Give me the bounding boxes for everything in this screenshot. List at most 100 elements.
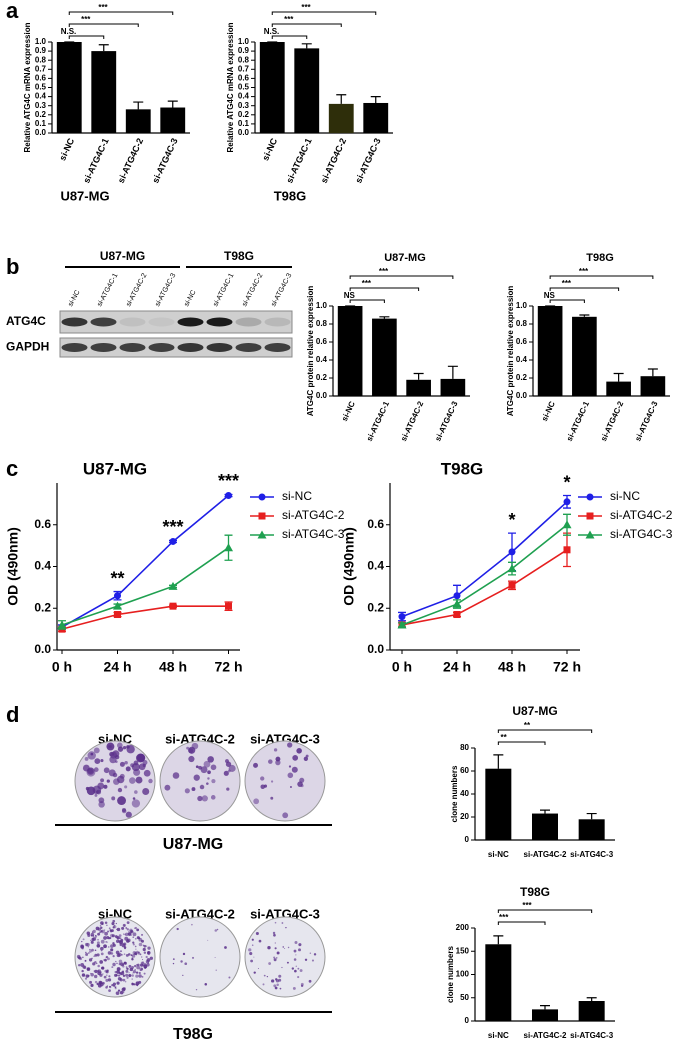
error-bar bbox=[447, 365, 458, 379]
colony bbox=[147, 951, 150, 954]
colony bbox=[311, 959, 315, 962]
colony bbox=[117, 989, 121, 992]
colony bbox=[82, 965, 86, 969]
colony bbox=[85, 974, 89, 978]
marker bbox=[113, 601, 122, 610]
blot-band bbox=[235, 317, 262, 327]
x-tick-label: si-ATG4C-1 bbox=[365, 399, 392, 442]
colony bbox=[132, 972, 134, 974]
colony bbox=[105, 940, 108, 943]
marker bbox=[508, 581, 516, 589]
colony bbox=[116, 936, 120, 940]
colony bbox=[100, 926, 103, 929]
colony bbox=[94, 980, 98, 984]
colony bbox=[275, 979, 280, 983]
colony bbox=[85, 952, 89, 956]
x-tick-label: si-ATG4C-3 bbox=[633, 399, 660, 442]
colony bbox=[119, 990, 124, 995]
y-tick-label: 0.6 bbox=[516, 337, 528, 346]
significance-label: ** bbox=[524, 721, 531, 730]
bar bbox=[259, 42, 285, 133]
y-tick-label: 0.8 bbox=[316, 319, 328, 328]
colony bbox=[115, 991, 120, 996]
colony bbox=[123, 953, 126, 955]
colony bbox=[135, 938, 137, 940]
colony bbox=[226, 787, 230, 791]
x-tick-label: si-NC bbox=[488, 850, 509, 859]
colony bbox=[105, 956, 107, 958]
bar bbox=[372, 318, 397, 396]
colony bbox=[97, 932, 101, 936]
colony bbox=[291, 766, 298, 773]
error-bar bbox=[301, 43, 312, 49]
colony bbox=[123, 933, 125, 935]
bar bbox=[485, 944, 512, 1021]
colony bbox=[105, 986, 108, 989]
colony bbox=[103, 959, 105, 961]
plate-label: si-ATG4C-3 bbox=[250, 906, 320, 921]
bar bbox=[578, 1001, 605, 1021]
y-tick-label: 0 bbox=[465, 1016, 470, 1025]
colony bbox=[133, 964, 137, 968]
y-tick-label: 1.0 bbox=[516, 301, 528, 310]
significance-bracket bbox=[349, 287, 420, 291]
colony bbox=[192, 956, 195, 959]
x-tick-label: si-NC bbox=[57, 136, 76, 162]
marker bbox=[257, 530, 267, 539]
colony bbox=[309, 952, 312, 955]
colony bbox=[195, 765, 199, 769]
colony bbox=[134, 927, 136, 929]
plate-cell-line: U87-MG bbox=[163, 836, 223, 853]
plate-label: si-ATG4C-2 bbox=[165, 906, 235, 921]
blot-cell-line: T98G bbox=[224, 249, 254, 263]
colony bbox=[97, 971, 101, 976]
significance-label: N.S. bbox=[264, 27, 280, 36]
blot-lane-label: si-ATG4C-1 bbox=[96, 272, 119, 308]
marker bbox=[169, 537, 177, 545]
bar bbox=[532, 1009, 558, 1021]
plate-label: si-ATG4C-2 bbox=[165, 731, 235, 746]
colony bbox=[107, 951, 112, 955]
colony bbox=[298, 948, 301, 952]
series-line bbox=[61, 494, 230, 628]
colony bbox=[98, 797, 105, 804]
marker bbox=[225, 602, 232, 610]
significance-label: N.S. bbox=[61, 27, 77, 36]
colony bbox=[91, 948, 94, 952]
colony bbox=[124, 761, 128, 765]
colony bbox=[248, 948, 252, 952]
blot-band bbox=[61, 317, 88, 327]
colony bbox=[88, 958, 93, 962]
blot-band bbox=[119, 343, 146, 352]
colony bbox=[130, 763, 135, 768]
colony bbox=[297, 967, 300, 970]
series-line bbox=[401, 501, 568, 618]
y-tick-label: 0.3 bbox=[35, 101, 47, 110]
colony bbox=[121, 943, 126, 948]
y-tick-label: 0.0 bbox=[34, 642, 51, 656]
error-bar bbox=[579, 314, 590, 317]
marker bbox=[586, 493, 594, 501]
colony bbox=[101, 966, 105, 970]
colony bbox=[100, 939, 105, 944]
plate-cell-line: T98G bbox=[173, 1026, 213, 1043]
x-tick-label: si-ATG4C-3 bbox=[433, 399, 460, 442]
colony bbox=[82, 764, 90, 772]
x-tick-label: 72 h bbox=[553, 659, 581, 675]
blot-lane-label: si-ATG4C-2 bbox=[241, 272, 264, 308]
x-tick-label: si-ATG4C-1 bbox=[81, 137, 110, 185]
blot-band bbox=[235, 343, 262, 352]
colony bbox=[228, 764, 236, 772]
colony bbox=[182, 974, 184, 976]
x-tick-label: 24 h bbox=[103, 659, 131, 675]
colony bbox=[111, 934, 115, 938]
colony bbox=[94, 953, 98, 957]
colony bbox=[112, 955, 115, 958]
significance-bracket bbox=[497, 921, 546, 925]
colony bbox=[104, 929, 106, 931]
x-tick-label: si-ATG4C-3 bbox=[353, 137, 382, 185]
colony bbox=[116, 981, 120, 985]
colony bbox=[131, 982, 134, 986]
colony bbox=[273, 958, 277, 962]
blot-band bbox=[264, 317, 291, 327]
